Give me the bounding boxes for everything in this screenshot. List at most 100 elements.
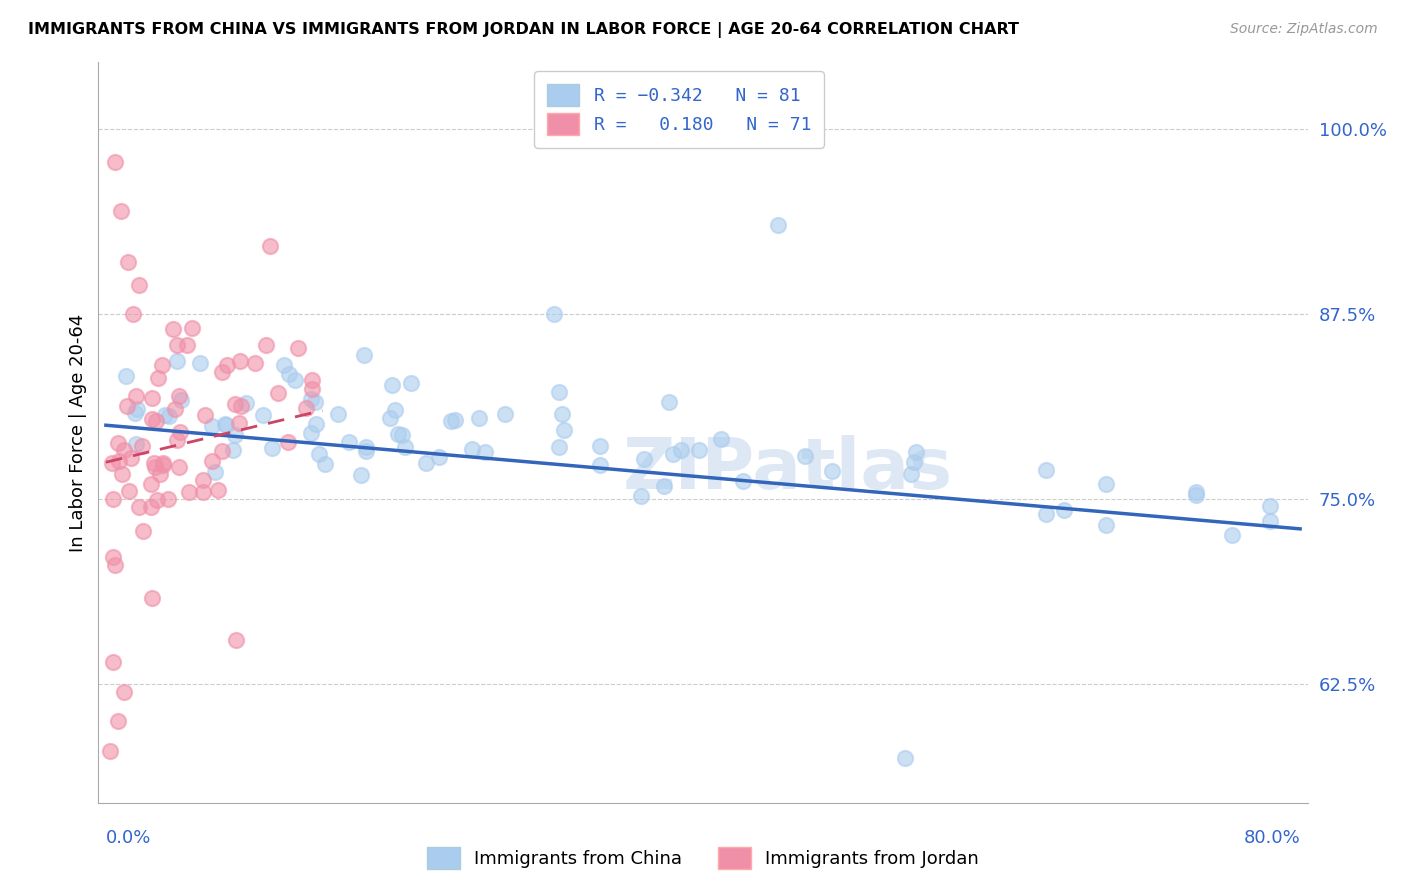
Point <box>1184 488 1206 502</box>
Point <box>124 406 146 420</box>
Point <box>633 451 655 466</box>
Point <box>1095 518 1118 533</box>
Point <box>125 437 148 451</box>
Point <box>543 307 565 321</box>
Point <box>162 322 184 336</box>
Point <box>1220 528 1243 542</box>
Point <box>146 492 169 507</box>
Point <box>224 397 246 411</box>
Point <box>688 442 710 457</box>
Point <box>166 354 188 368</box>
Point <box>107 714 129 729</box>
Point <box>384 402 406 417</box>
Point <box>145 414 167 428</box>
Point <box>167 460 190 475</box>
Point <box>474 444 496 458</box>
Point <box>131 439 153 453</box>
Point <box>228 353 250 368</box>
Point <box>709 432 731 446</box>
Point <box>235 396 257 410</box>
Point <box>156 491 179 506</box>
Point <box>553 423 575 437</box>
Point <box>143 456 166 470</box>
Point <box>145 459 167 474</box>
Point <box>415 456 437 470</box>
Point <box>299 392 322 407</box>
Point <box>440 414 463 428</box>
Point <box>201 419 224 434</box>
Point <box>547 384 569 399</box>
Point <box>132 524 155 538</box>
Point <box>224 428 246 442</box>
Point <box>141 500 163 514</box>
Point <box>468 411 491 425</box>
Point <box>461 442 484 456</box>
Point <box>169 425 191 439</box>
Point <box>117 255 139 269</box>
Point <box>314 457 336 471</box>
Point <box>177 485 200 500</box>
Point <box>391 427 413 442</box>
Point <box>141 591 163 606</box>
Point <box>1035 507 1057 521</box>
Point <box>125 389 148 403</box>
Point <box>112 685 135 699</box>
Point <box>308 447 330 461</box>
Point <box>589 458 612 472</box>
Point <box>401 376 423 391</box>
Point <box>267 386 290 401</box>
Point <box>180 320 202 334</box>
Point <box>115 368 138 383</box>
Point <box>356 443 378 458</box>
Point <box>301 382 323 396</box>
Point <box>1053 503 1076 517</box>
Point <box>903 455 925 469</box>
Point <box>662 447 685 461</box>
Point <box>163 402 186 417</box>
Point <box>157 409 180 423</box>
Point <box>273 359 295 373</box>
Point <box>301 373 323 387</box>
Point <box>191 484 214 499</box>
Point <box>112 443 135 458</box>
Point <box>121 307 143 321</box>
Point <box>215 358 238 372</box>
Point <box>551 407 574 421</box>
Point <box>588 439 610 453</box>
Point <box>222 442 245 457</box>
Point <box>155 408 177 422</box>
Point <box>353 348 375 362</box>
Point <box>231 399 253 413</box>
Point <box>905 445 928 459</box>
Point <box>104 558 127 572</box>
Point <box>766 219 789 233</box>
Point <box>284 372 307 386</box>
Point <box>108 453 131 467</box>
Point <box>103 492 125 507</box>
Point <box>228 416 250 430</box>
Point <box>1184 484 1206 499</box>
Point <box>214 417 236 431</box>
Point <box>128 500 150 515</box>
Point <box>900 467 922 481</box>
Point <box>204 465 226 479</box>
Point <box>166 433 188 447</box>
Legend: R = −0.342   N = 81, R =   0.180   N = 71: R = −0.342 N = 81, R = 0.180 N = 71 <box>534 71 824 148</box>
Point <box>658 395 681 409</box>
Point <box>225 633 247 648</box>
Point <box>98 744 121 758</box>
Point <box>111 467 134 482</box>
Point <box>299 426 322 441</box>
Point <box>128 277 150 292</box>
Point <box>669 443 692 458</box>
Point <box>194 408 217 422</box>
Point <box>349 468 371 483</box>
Point <box>305 417 328 432</box>
Point <box>149 467 172 481</box>
Point <box>191 473 214 487</box>
Point <box>200 454 222 468</box>
Point <box>120 450 142 465</box>
Point <box>146 371 169 385</box>
Point <box>150 358 173 372</box>
Point <box>630 489 652 503</box>
